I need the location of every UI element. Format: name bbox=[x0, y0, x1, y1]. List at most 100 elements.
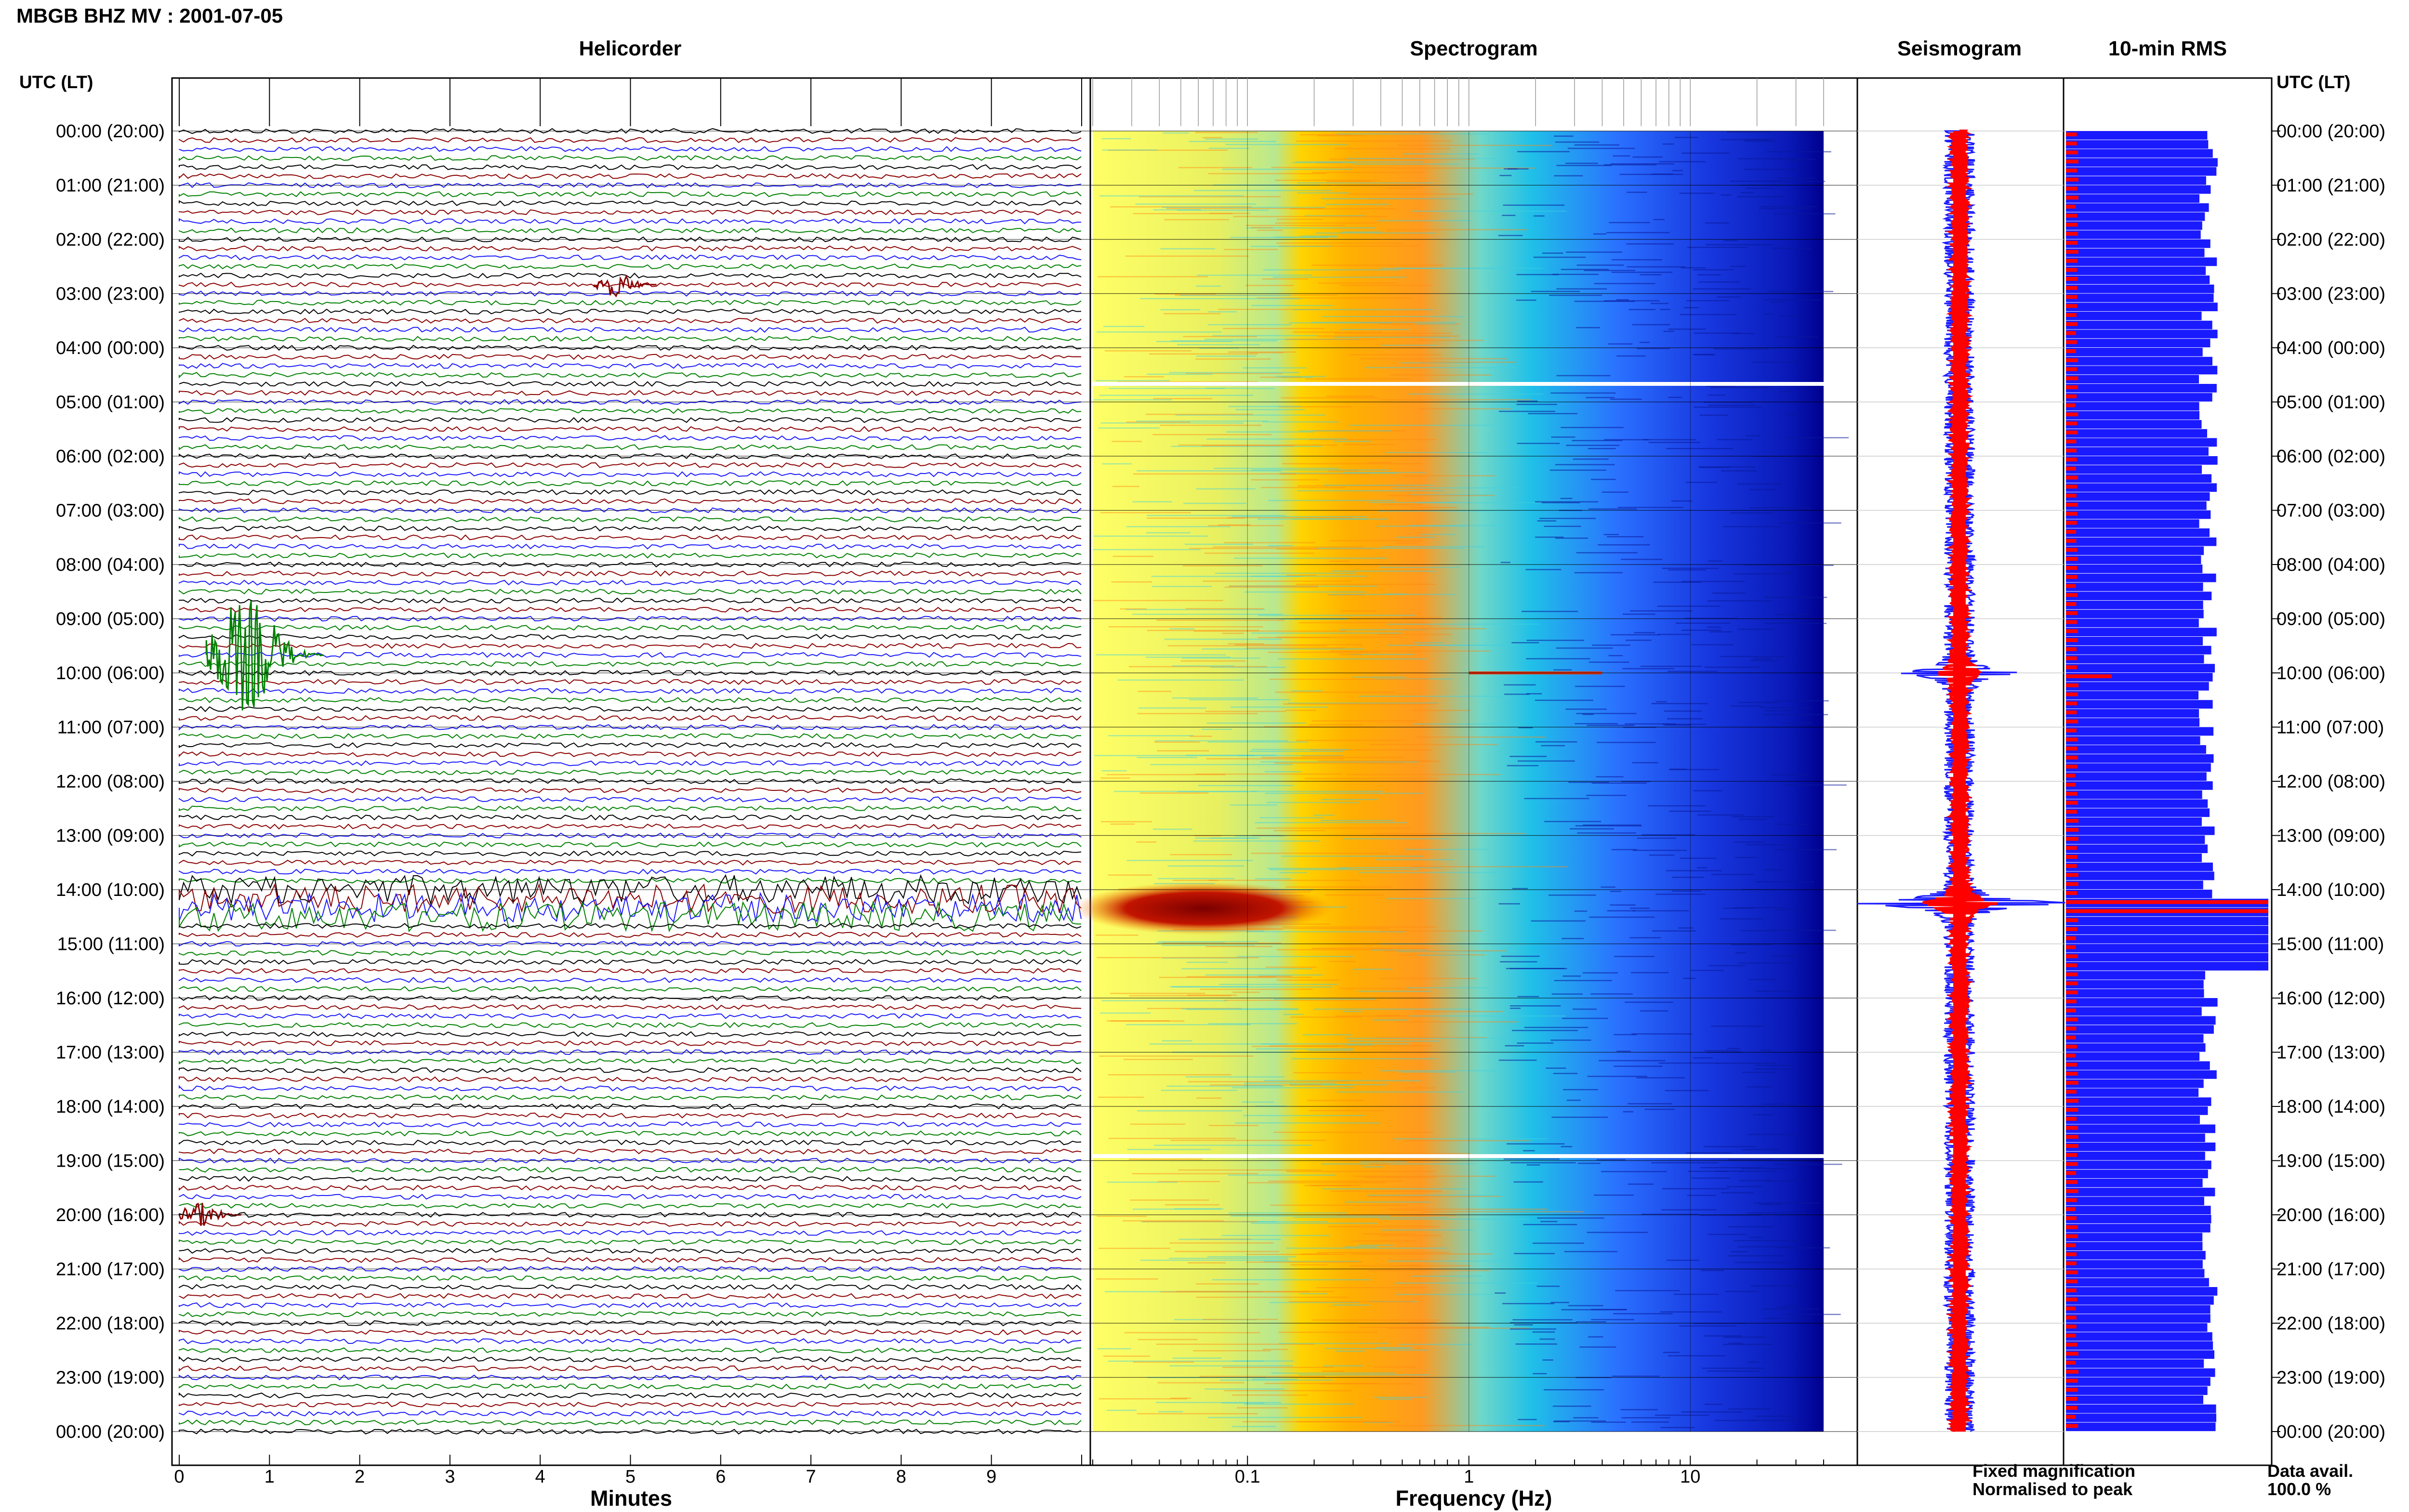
helicorder-trace bbox=[179, 263, 1082, 270]
spectrogram-streak bbox=[1257, 229, 1283, 231]
spectrogram-streak bbox=[1255, 1105, 1287, 1107]
spectrogram-streak bbox=[1528, 413, 1578, 414]
spectrogram-streak bbox=[1228, 1174, 1336, 1176]
spectrogram-streak bbox=[1727, 1159, 1772, 1160]
rms-bar-normalised bbox=[2066, 936, 2076, 940]
spectrogram-streak bbox=[1524, 798, 1589, 800]
spectrogram-streak bbox=[1702, 1367, 1764, 1369]
spectrogram-streak bbox=[1748, 1236, 1762, 1238]
spectrogram-streak bbox=[1250, 246, 1331, 247]
spectrogram-streak bbox=[1164, 313, 1221, 315]
spectrogram-streak bbox=[1094, 399, 1172, 401]
spectrogram-streak bbox=[1535, 536, 1564, 538]
spectrogram-streak bbox=[1205, 974, 1323, 976]
spectrogram-streak bbox=[1370, 744, 1498, 745]
spectrogram-streak bbox=[1309, 1110, 1384, 1111]
spectrogram-streak bbox=[1653, 219, 1665, 220]
spectrogram-streak bbox=[1334, 148, 1450, 149]
spectrogram-streak bbox=[1667, 1260, 1699, 1261]
spectrogram-streak bbox=[1632, 762, 1658, 763]
spectrogram-streak bbox=[1107, 774, 1226, 776]
spectrogram-streak bbox=[1417, 736, 1545, 738]
spectrogram-streak bbox=[1339, 654, 1363, 655]
spectrogram-streak bbox=[1633, 850, 1687, 851]
rms-bar-normalised bbox=[2066, 394, 2077, 398]
spectrogram-streak bbox=[1754, 1202, 1820, 1204]
spectrogram-streak bbox=[1766, 151, 1831, 153]
spectrogram-streak bbox=[1556, 647, 1613, 649]
helicorder-trace bbox=[179, 1085, 1082, 1091]
spectrogram-streak bbox=[1129, 1158, 1203, 1160]
spectrogram-streak bbox=[1181, 1008, 1298, 1010]
spectrogram-streak bbox=[1720, 656, 1787, 657]
spectrogram-gap bbox=[1093, 1154, 1824, 1158]
spectrogram-streak bbox=[1193, 840, 1321, 842]
spectrogram-streak bbox=[1160, 309, 1201, 311]
rms-bar-fixed bbox=[2066, 917, 2268, 926]
spectrogram-streak bbox=[1245, 285, 1294, 286]
spectrogram-streak bbox=[1514, 1253, 1555, 1254]
spectrogram-streak bbox=[1149, 353, 1258, 355]
helicorder-trace bbox=[179, 417, 1082, 423]
spectrogram-streak bbox=[1246, 1262, 1363, 1263]
spectrogram-streak bbox=[1626, 191, 1647, 193]
rms-bar-fixed bbox=[2066, 284, 2214, 293]
rms-bar-normalised bbox=[2066, 945, 2076, 949]
spectrogram-streak bbox=[1573, 458, 1609, 460]
spectrogram-streak bbox=[1225, 144, 1348, 145]
rms-bar-normalised bbox=[2066, 647, 2077, 651]
spectrogram-streak bbox=[1704, 1404, 1722, 1405]
rms-bar-normalised bbox=[2066, 584, 2076, 588]
spectrogram-streak bbox=[1344, 472, 1426, 473]
rms-bar-fixed bbox=[2066, 1413, 2216, 1422]
helicorder-trace bbox=[179, 182, 1082, 188]
spectrogram-streak bbox=[1693, 790, 1723, 791]
spectrogram-streak bbox=[1279, 406, 1351, 408]
spectrogram-streak bbox=[1533, 1373, 1547, 1375]
rms-bar-normalised bbox=[2066, 1036, 2076, 1039]
utc-axis-header-left: UTC (LT) bbox=[19, 72, 93, 92]
spectrogram-streak bbox=[1526, 693, 1542, 695]
spectrogram-streak bbox=[1102, 149, 1158, 151]
spectrogram-streak bbox=[1311, 264, 1443, 266]
spectrogram-streak bbox=[1328, 1226, 1440, 1227]
helicorder-trace bbox=[179, 408, 1082, 414]
rms-bar-fixed bbox=[2066, 528, 2210, 537]
rms-bar-normalised bbox=[2066, 232, 2078, 236]
rms-bar-normalised bbox=[2066, 728, 2077, 733]
spectrogram-streak bbox=[1186, 976, 1276, 978]
spectrogram-streak bbox=[1706, 385, 1735, 387]
rms-bar-normalised bbox=[2066, 1325, 2077, 1328]
spectrogram-streak bbox=[1348, 1040, 1440, 1042]
spectrogram-streak bbox=[1561, 269, 1609, 270]
rms-bar-fixed bbox=[2066, 934, 2268, 944]
spectrogram-streak bbox=[1648, 442, 1701, 443]
spectrogram-streak bbox=[1553, 1073, 1578, 1074]
spectrogram-streak bbox=[1208, 324, 1291, 326]
spectrogram-streak bbox=[1541, 745, 1565, 747]
rms-bar-normalised bbox=[2066, 385, 2078, 389]
spectrogram-streak bbox=[1340, 610, 1377, 612]
spectrogram-streak bbox=[1597, 742, 1656, 743]
spectrogram-streak bbox=[1300, 1253, 1329, 1255]
spectrogram-streak bbox=[1501, 956, 1540, 957]
spectrogram-streak bbox=[1379, 399, 1533, 401]
spectrogram-streak bbox=[1318, 760, 1432, 762]
rms-bar-fixed bbox=[2066, 763, 2211, 772]
spectrogram-streak bbox=[1333, 1304, 1369, 1306]
rms-bar-fixed bbox=[2066, 140, 2209, 149]
spectrogram-streak bbox=[1691, 970, 1724, 971]
spectrogram-streak bbox=[1513, 1181, 1543, 1183]
spectrogram-streak bbox=[1535, 501, 1599, 503]
spectrogram-streak bbox=[1098, 427, 1160, 429]
rms-bar-fixed bbox=[2066, 176, 2206, 185]
spectrogram-streak bbox=[1629, 937, 1661, 939]
spectrogram-streak bbox=[1419, 132, 1440, 133]
spectrogram-streak bbox=[1269, 1045, 1432, 1047]
spectrogram-streak bbox=[1510, 1005, 1561, 1007]
rms-bar-fixed bbox=[2066, 149, 2213, 158]
spectrogram-streak bbox=[1681, 630, 1721, 631]
rms-bar-fixed bbox=[2066, 1242, 2203, 1251]
spectrogram-streak bbox=[1283, 703, 1438, 705]
spectrogram-streak bbox=[1185, 1076, 1284, 1078]
